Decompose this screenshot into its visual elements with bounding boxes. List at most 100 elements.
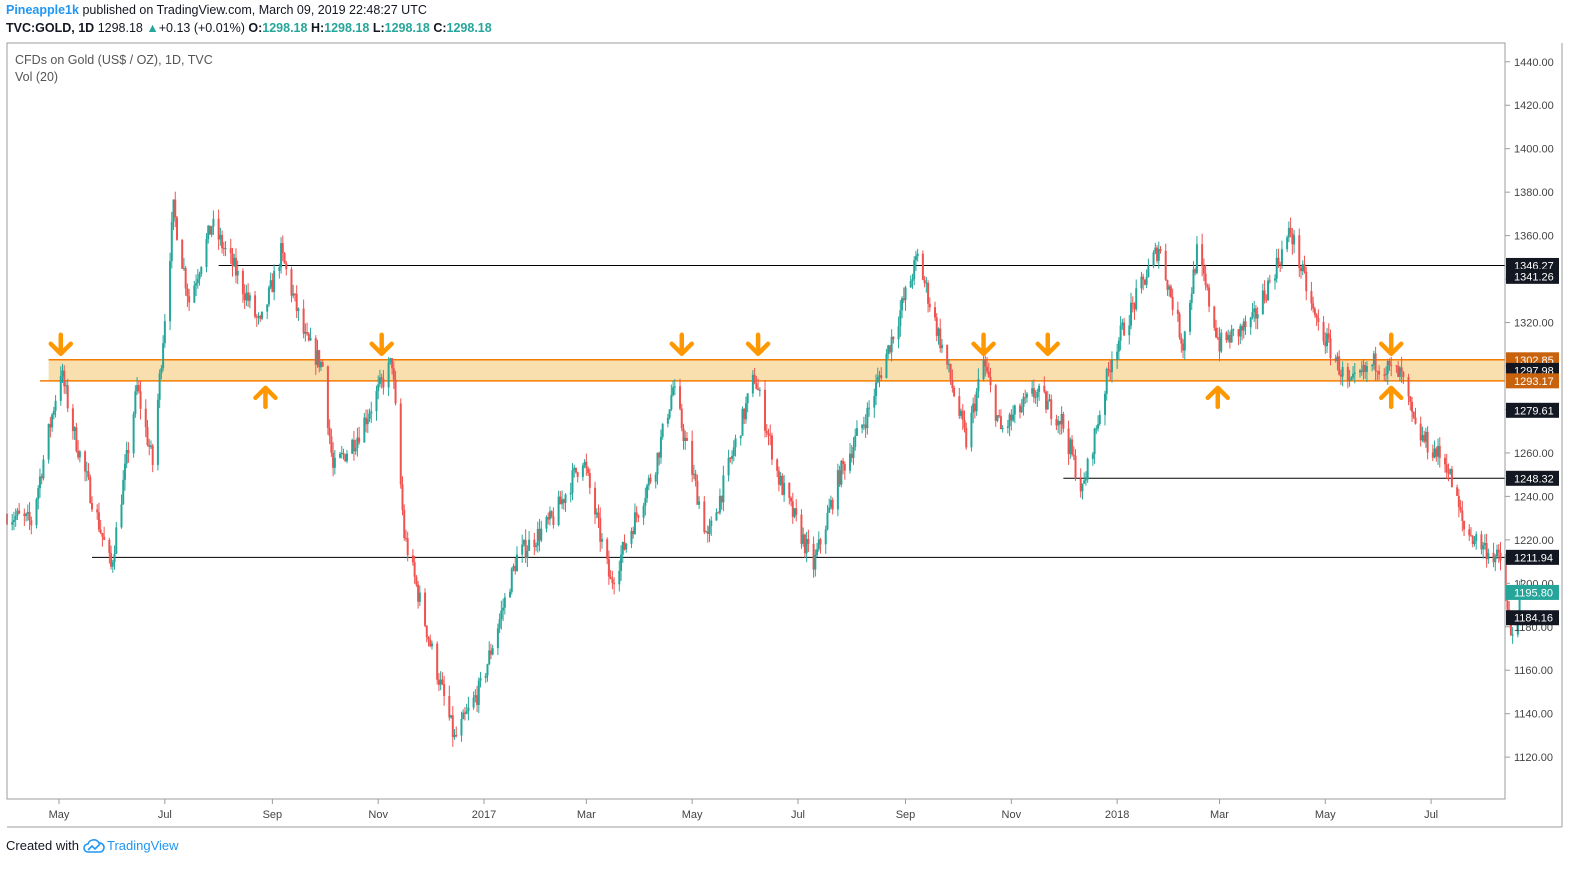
candle-body (975, 391, 978, 412)
candle-body (923, 279, 926, 284)
candle-body (181, 239, 184, 269)
candle-body (1339, 374, 1342, 377)
candle-body (777, 470, 780, 485)
candle-body (1244, 321, 1247, 328)
candle-body (977, 379, 980, 392)
x-tick-label: Mar (1210, 809, 1229, 821)
candle-body (1506, 601, 1509, 610)
candle-body (314, 337, 317, 365)
candle-body (424, 592, 427, 626)
price-chart[interactable]: 1120.001140.001160.001180.001200.001220.… (0, 0, 1588, 834)
candle-body (1385, 374, 1388, 376)
candle-body (1097, 423, 1100, 429)
candle-body (486, 664, 489, 676)
candle-body (127, 450, 130, 454)
price-label-box (1506, 402, 1559, 418)
candle-body (59, 376, 62, 401)
tradingview-logo[interactable]: TradingView (83, 838, 179, 853)
candle-body (1180, 337, 1183, 344)
candle-body (293, 293, 296, 295)
price-label-text: 1211.94 (1514, 552, 1553, 564)
time-axis[interactable]: May Jul Sep Nov 2017 Mar May Jul Sep Nov 2018 Mar Ma… (49, 799, 1438, 821)
candle-body (425, 625, 428, 638)
candle-body (208, 225, 211, 235)
candle-body (1348, 379, 1351, 381)
candle-body (788, 482, 791, 498)
x-tick-label: Nov (1002, 809, 1022, 821)
candle-body (1315, 314, 1318, 318)
author-name[interactable]: Pineapple1k (6, 3, 79, 17)
candle-body (309, 337, 312, 341)
candle-body (212, 218, 215, 227)
candle-body (1482, 545, 1485, 550)
candle-body (949, 364, 952, 380)
down-arrow-icon (745, 332, 771, 357)
down-arrow-icon (669, 332, 695, 357)
candle-body (644, 498, 647, 506)
candle-body (375, 391, 378, 412)
candle-body (319, 362, 322, 368)
candle-body (1390, 365, 1393, 367)
candle-body (720, 495, 723, 503)
candle-body (595, 512, 598, 515)
candle-body (195, 283, 198, 286)
candle-body (1230, 329, 1233, 343)
candle-body (146, 427, 149, 445)
candle-body (87, 471, 90, 478)
candle-body (1265, 299, 1268, 301)
price-label-box (1506, 373, 1559, 389)
candle-body (1131, 302, 1134, 304)
candle-body (855, 428, 858, 436)
candle-body (970, 412, 973, 448)
candle-body (418, 592, 421, 602)
candle-body (224, 247, 227, 249)
candle-body (814, 554, 817, 570)
candle-body (207, 225, 210, 240)
candle-body (245, 292, 248, 301)
candle-body (52, 410, 55, 415)
candle-body (1358, 370, 1361, 373)
y-tick-label: 1440.00 (1514, 57, 1554, 69)
candle-body (120, 504, 123, 528)
candle-body (403, 509, 406, 539)
y-tick-label: 1160.00 (1514, 665, 1553, 677)
legend-indicator[interactable]: Vol (20) (15, 70, 59, 84)
candle-body (659, 436, 662, 458)
candle-body (370, 411, 373, 414)
candle-body (413, 562, 416, 577)
candle-body (1317, 317, 1320, 323)
candle-body (184, 268, 187, 289)
candle-body (1237, 329, 1240, 337)
candle-body (1208, 287, 1211, 307)
candle-body (559, 496, 562, 505)
x-tick-label: Jul (1424, 809, 1438, 821)
candle-body (1166, 279, 1169, 290)
candle-body (540, 528, 543, 541)
candle-body (285, 263, 288, 270)
candle-body (1183, 331, 1186, 351)
candle-body (1060, 413, 1063, 425)
candle-body (767, 433, 770, 435)
candle-body (790, 497, 793, 502)
candle-body (1480, 534, 1483, 550)
candle-body (399, 403, 402, 485)
candle-body (163, 321, 166, 344)
candle-body (1287, 227, 1290, 238)
candle-body (887, 345, 890, 354)
candle-body (377, 384, 380, 392)
candle-body (1083, 480, 1086, 484)
candle-body (489, 650, 492, 655)
candle-body (297, 308, 300, 311)
candle-body (389, 358, 392, 363)
x-tick-label: May (682, 809, 703, 821)
x-tick-label: 2017 (472, 809, 496, 821)
plot-area[interactable] (7, 43, 1505, 799)
candle-body (1353, 372, 1356, 374)
candle-body (295, 293, 298, 311)
candle-body (571, 470, 574, 493)
candle-body (380, 377, 383, 380)
candle-body (162, 343, 165, 369)
candle-body (901, 298, 904, 311)
price-label-box (1506, 610, 1559, 626)
candle-body (1324, 341, 1327, 347)
